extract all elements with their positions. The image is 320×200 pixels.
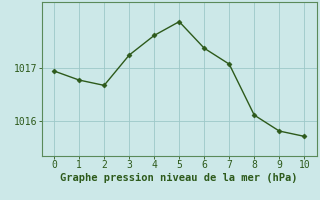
X-axis label: Graphe pression niveau de la mer (hPa): Graphe pression niveau de la mer (hPa): [60, 173, 298, 183]
